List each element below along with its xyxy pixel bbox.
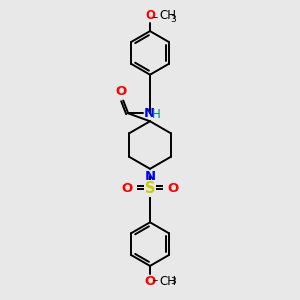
Text: H: H	[152, 108, 160, 121]
Text: O: O	[121, 182, 132, 195]
Text: CH: CH	[159, 275, 176, 288]
Text: –: –	[153, 275, 158, 285]
Text: CH: CH	[159, 9, 176, 22]
Text: 3: 3	[170, 277, 176, 286]
Text: N: N	[144, 170, 156, 183]
Text: S: S	[145, 181, 155, 196]
Text: –: –	[153, 12, 158, 22]
Text: O: O	[168, 182, 179, 195]
Text: N: N	[143, 107, 155, 120]
Text: O: O	[144, 275, 156, 288]
Text: O: O	[145, 9, 155, 22]
Text: 3: 3	[170, 15, 176, 24]
Text: O: O	[116, 85, 127, 98]
